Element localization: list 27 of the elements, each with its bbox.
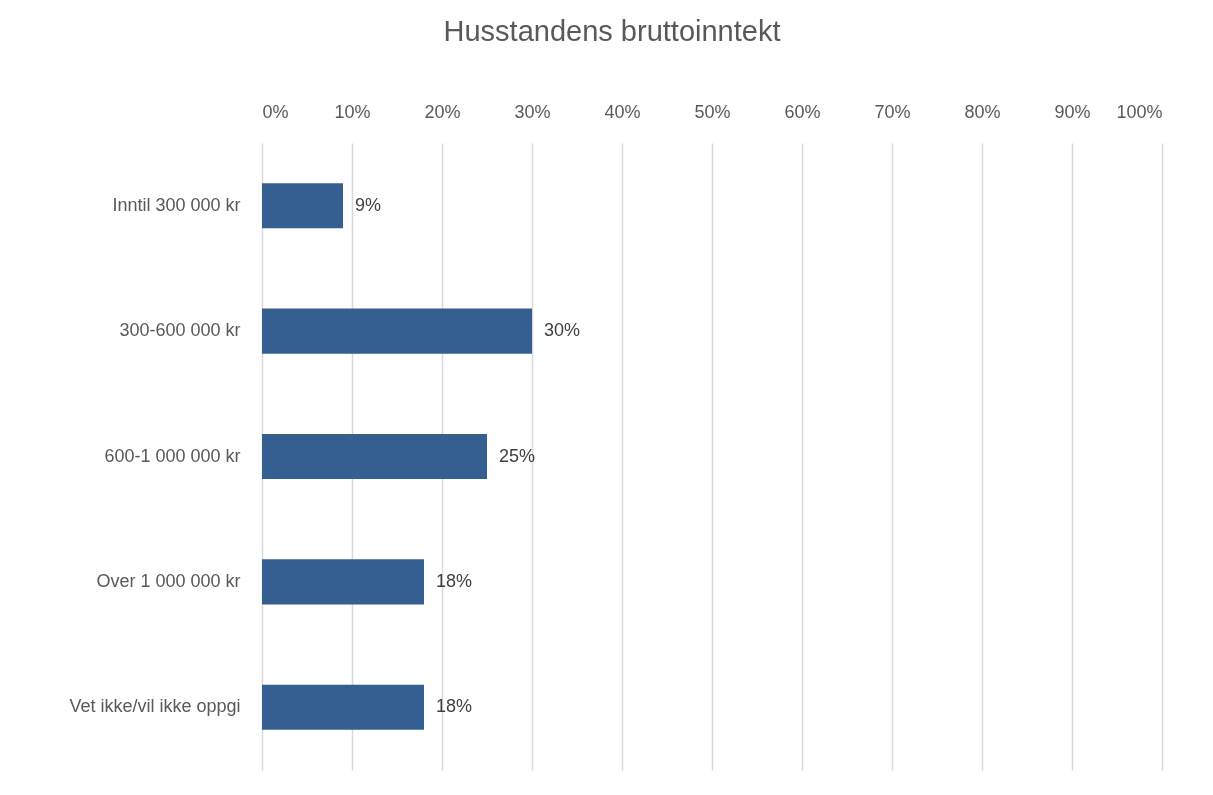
x-tick-label: 30% — [514, 101, 551, 122]
data-label: 30% — [544, 320, 581, 341]
bar — [262, 183, 343, 229]
x-tick-label: 40% — [604, 101, 641, 122]
x-tick-label: 70% — [874, 101, 911, 122]
x-tick-label: 60% — [784, 101, 821, 122]
y-tick-label: 300-600 000 kr — [119, 320, 241, 341]
chart-title: Husstandens bruttoinntekt — [443, 15, 781, 47]
bar — [262, 433, 487, 480]
y-tick-label: Vet ikke/vil ikke oppgi — [69, 696, 241, 717]
data-label: 18% — [436, 570, 473, 591]
x-tick-label: 20% — [424, 101, 461, 122]
data-label: 9% — [355, 194, 382, 215]
data-label: 18% — [436, 696, 473, 717]
x-tick-label: 10% — [334, 101, 371, 122]
bar — [262, 559, 424, 605]
x-tick-label: 90% — [1054, 101, 1091, 122]
bar — [262, 684, 424, 730]
x-tick-label: 80% — [964, 101, 1001, 122]
x-tick-label: 0% — [262, 101, 289, 122]
data-label: 25% — [499, 445, 536, 466]
x-tick-label: 100% — [1116, 101, 1163, 122]
y-tick-label: 600-1 000 000 kr — [104, 445, 241, 466]
y-tick-label: Over 1 000 000 kr — [96, 570, 241, 591]
bar — [262, 308, 532, 354]
y-tick-label: Inntil 300 000 kr — [112, 194, 241, 215]
x-tick-label: 50% — [694, 101, 731, 122]
